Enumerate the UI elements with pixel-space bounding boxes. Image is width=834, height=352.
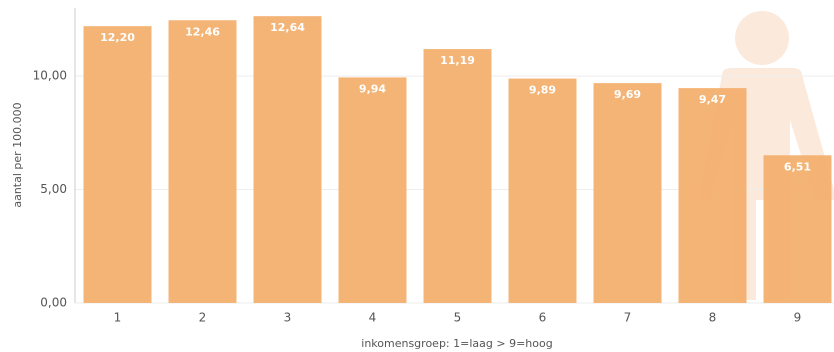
value-label: 9,47 — [699, 93, 726, 106]
bar — [253, 16, 322, 304]
x-tick-label: 1 — [114, 311, 122, 325]
bar — [423, 49, 492, 304]
y-tick-label: 0,00 — [40, 296, 67, 310]
bar — [83, 26, 152, 304]
bar — [593, 83, 662, 303]
value-label: 12,20 — [100, 31, 135, 44]
x-tick-label: 4 — [369, 311, 377, 325]
x-axis-label: inkomensgroep: 1=laag > 9=hoog — [361, 337, 552, 350]
value-label: 12,46 — [185, 25, 220, 38]
value-label: 12,64 — [270, 21, 305, 34]
value-label: 11,19 — [440, 54, 475, 67]
value-label: 6,51 — [784, 160, 811, 173]
bar — [508, 78, 577, 303]
x-tick-label: 3 — [284, 311, 292, 325]
bar — [763, 155, 832, 303]
bar — [338, 77, 407, 303]
bar — [168, 20, 237, 303]
value-label: 9,89 — [529, 84, 556, 97]
y-axis-label: aantal per 100.000 — [11, 102, 24, 207]
x-tick-label: 6 — [539, 311, 547, 325]
x-tick-label: 5 — [454, 311, 462, 325]
value-label: 9,94 — [359, 82, 386, 95]
y-tick-label: 5,00 — [40, 182, 67, 196]
y-tick-label: 10,00 — [33, 69, 67, 83]
value-label: 9,69 — [614, 88, 641, 101]
x-tick-label: 9 — [794, 311, 802, 325]
bar — [678, 88, 747, 303]
x-tick-label: 8 — [709, 311, 717, 325]
x-tick-label: 7 — [624, 311, 632, 325]
x-tick-label: 2 — [199, 311, 207, 325]
